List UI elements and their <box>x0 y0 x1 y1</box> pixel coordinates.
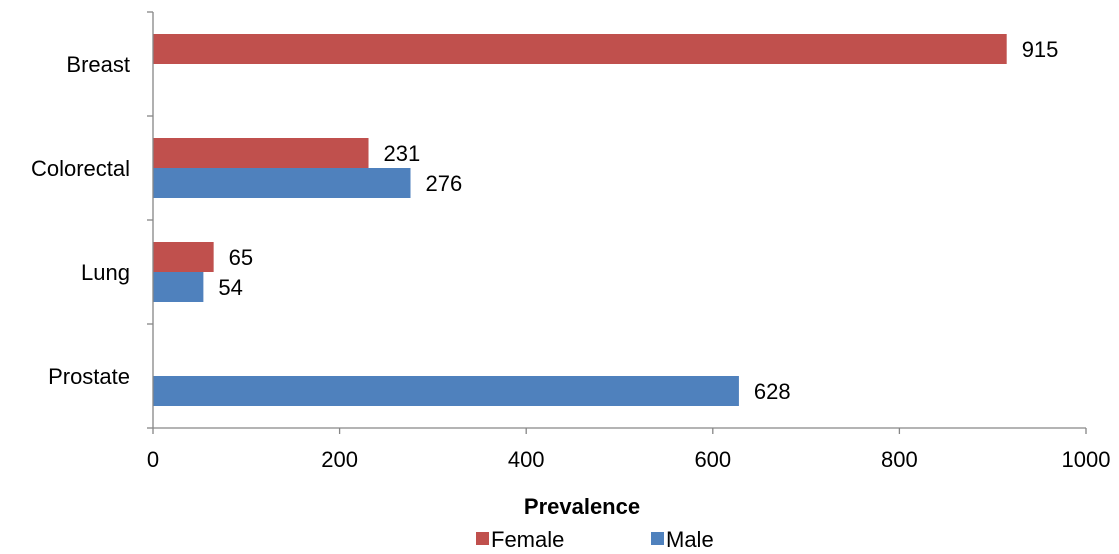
category-label-prostate: Prostate <box>48 364 130 389</box>
legend-label-female: Female <box>491 527 564 552</box>
bar-male-colorectal <box>153 168 411 198</box>
bars-layer <box>153 34 1007 406</box>
data-label-male-lung: 54 <box>218 275 242 300</box>
legend-label-male: Male <box>666 527 714 552</box>
legend: Female Male <box>476 527 714 552</box>
data-label-male-prostate: 628 <box>754 379 791 404</box>
bar-female-breast <box>153 34 1007 64</box>
data-label-female-breast: 915 <box>1022 37 1059 62</box>
data-label-female-lung: 65 <box>229 245 253 270</box>
bar-female-lung <box>153 242 214 272</box>
category-label-colorectal: Colorectal <box>31 156 130 181</box>
x-tick-label-200: 200 <box>321 447 358 472</box>
x-tick-label-1000: 1000 <box>1062 447 1111 472</box>
category-label-breast: Breast <box>66 52 130 77</box>
axes-layer <box>147 11 1087 434</box>
category-label-lung: Lung <box>81 260 130 285</box>
x-tick-label-800: 800 <box>881 447 918 472</box>
legend-swatch-male <box>651 532 664 545</box>
data-label-male-colorectal: 276 <box>426 171 463 196</box>
bar-female-colorectal <box>153 138 369 168</box>
x-tick-label-600: 600 <box>694 447 731 472</box>
legend-swatch-female <box>476 532 489 545</box>
bar-male-lung <box>153 272 204 302</box>
x-tick-label-400: 400 <box>508 447 545 472</box>
x-tick-label-0: 0 <box>147 447 159 472</box>
bar-male-prostate <box>153 376 739 406</box>
data-label-female-colorectal: 231 <box>384 141 421 166</box>
x-axis-title: Prevalence <box>524 494 640 519</box>
